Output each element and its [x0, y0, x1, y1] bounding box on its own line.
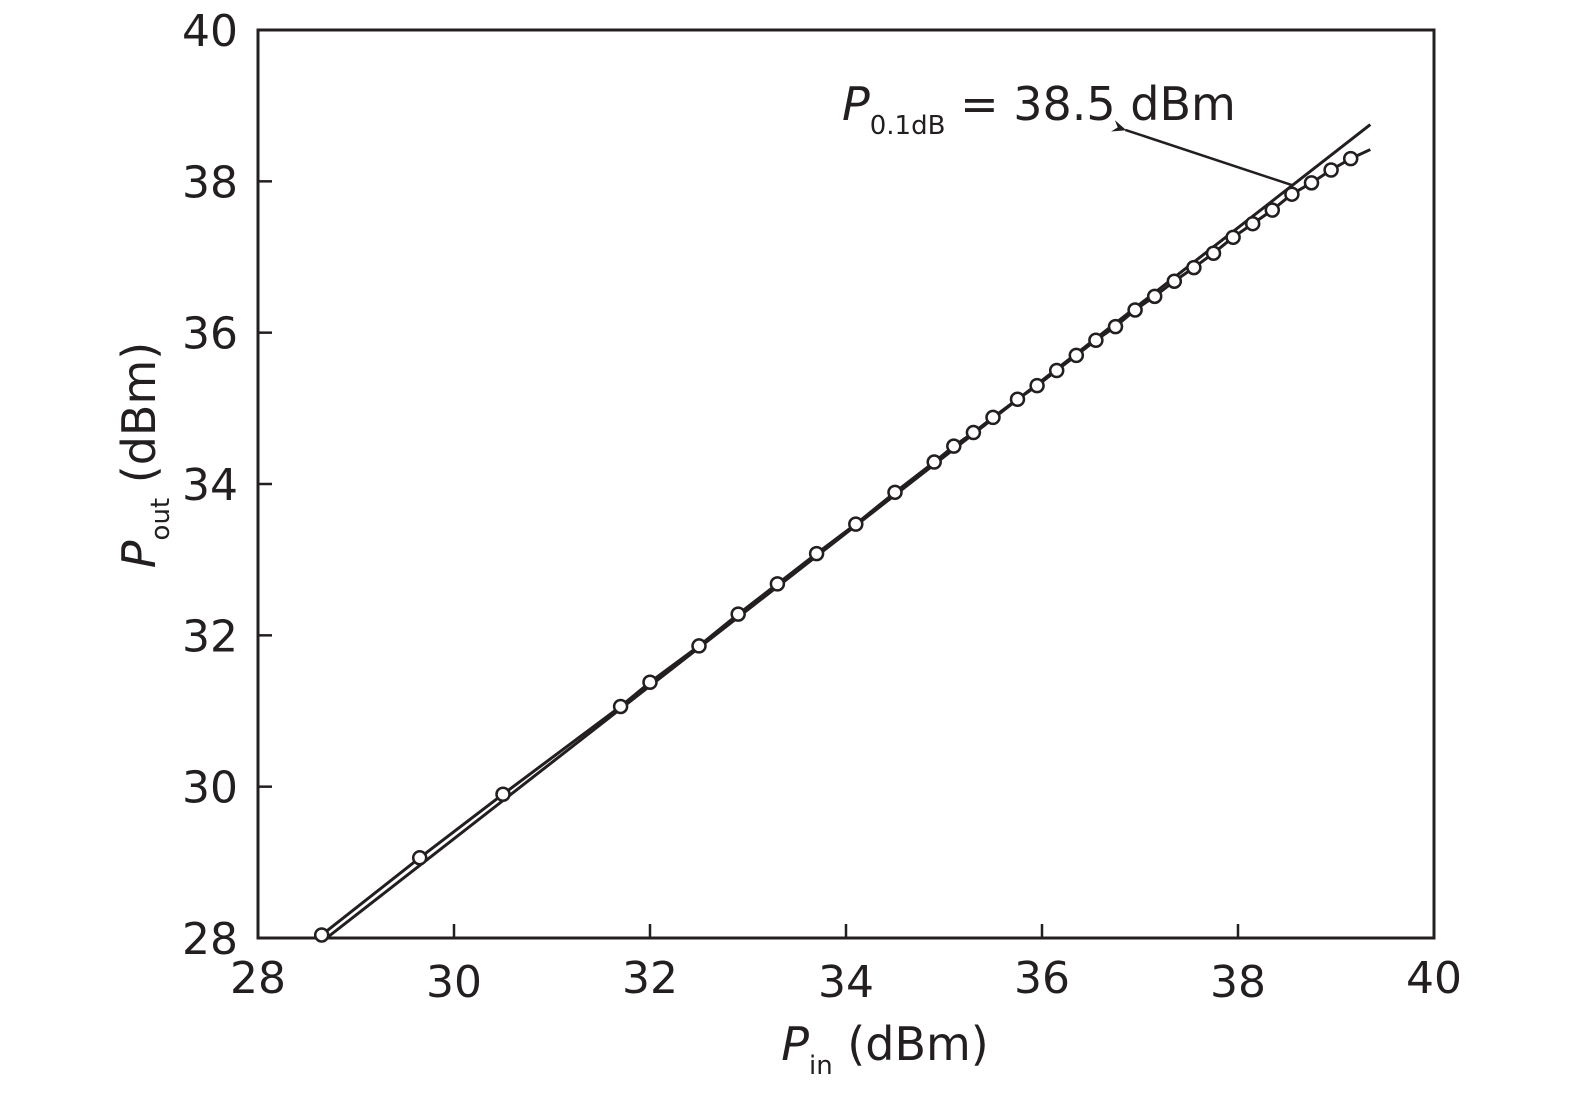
- x-tick-label: 32: [622, 953, 678, 1004]
- y-axis-label: Pout (dBm): [112, 342, 176, 568]
- x-tick-label: 40: [1406, 953, 1462, 1004]
- x-tick-label: 38: [1210, 957, 1266, 1008]
- data-point: [965, 424, 982, 441]
- x-tick-label: 36: [1014, 953, 1070, 1004]
- annotation-label-text: = 38.5 dBm: [945, 77, 1235, 131]
- data-point: [1107, 318, 1124, 335]
- data-point: [926, 454, 942, 470]
- data-point: [1048, 362, 1065, 379]
- y-axis-ticks: 28 30 32 34 36 38 40: [182, 6, 272, 965]
- x-axis-label-main: P: [781, 1017, 809, 1071]
- data-point: [1323, 162, 1339, 178]
- y-axis-label-subscript: out: [146, 498, 176, 541]
- annotation-label-main: P: [842, 77, 870, 131]
- y-tick-label: 38: [182, 157, 238, 208]
- data-point: [1009, 391, 1026, 408]
- data-point: [730, 606, 746, 622]
- data-point: [1244, 215, 1261, 232]
- data-point: [1068, 347, 1085, 364]
- data-point: [1127, 302, 1143, 318]
- data-point: [495, 786, 511, 802]
- data-point: [887, 484, 903, 501]
- data-point: [1284, 186, 1300, 202]
- data-point: [1029, 377, 1045, 394]
- y-axis-label-main: P: [112, 540, 166, 568]
- data-point: [1225, 229, 1241, 246]
- y-tick-label: 32: [182, 611, 238, 662]
- data-point: [1088, 332, 1104, 348]
- x-axis-label: Pin (dBm): [781, 1017, 989, 1081]
- x-axis-label-subscript: in: [809, 1051, 833, 1081]
- data-point: [1166, 273, 1183, 289]
- x-tick-label: 34: [818, 957, 874, 1008]
- data-point: [848, 516, 864, 532]
- data-point: [1146, 288, 1163, 305]
- data-point: [1205, 245, 1222, 261]
- data-point: [642, 674, 658, 690]
- y-tick-label: 28: [182, 914, 238, 965]
- data-point: [411, 850, 428, 866]
- data-point: [1342, 150, 1359, 167]
- y-axis-label-unit: (dBm): [112, 342, 166, 498]
- plot-frame: [256, 28, 1436, 940]
- x-axis-label-unit: (dBm): [833, 1017, 989, 1071]
- data-point: [1186, 259, 1202, 276]
- data-point: [612, 698, 629, 715]
- data-point: [985, 409, 1001, 426]
- data-point: [808, 545, 825, 562]
- x-tick-label: 30: [426, 957, 482, 1008]
- data-point: [1264, 202, 1281, 218]
- data-point: [1303, 175, 1320, 191]
- y-tick-label: 40: [182, 6, 238, 57]
- y-tick-label: 36: [182, 309, 238, 360]
- measured-series-line: [320, 148, 1371, 937]
- annotation-label-subscript: 0.1dB: [870, 111, 946, 141]
- data-point: [691, 638, 707, 654]
- data-point: [313, 927, 330, 943]
- x-axis-ticks: 28 30 32 34 36 38 40: [230, 924, 1462, 1008]
- x-tick-label: 28: [230, 953, 286, 1004]
- data-point: [769, 576, 786, 592]
- annotation-label: P0.1dB = 38.5 dBm: [842, 77, 1236, 141]
- annotation-arrow: [1111, 120, 1293, 187]
- y-tick-label: 30: [182, 763, 238, 814]
- y-tick-label: 34: [182, 460, 238, 511]
- series-layer: [313, 123, 1372, 943]
- data-point: [946, 438, 962, 454]
